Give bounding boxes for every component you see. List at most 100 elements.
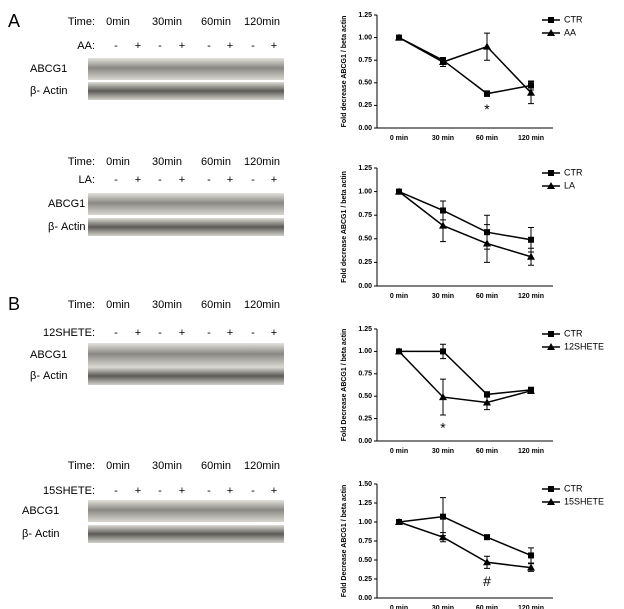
treatment-sign: - — [251, 327, 255, 339]
treatment-sign: - — [251, 485, 255, 497]
series-line — [398, 515, 532, 557]
treatment-sign: - — [207, 40, 211, 52]
y-tick-label: 0.75 — [358, 538, 372, 545]
treatment-sign: - — [207, 485, 211, 497]
x-tick-label: 60 min — [476, 448, 498, 455]
series-line — [398, 190, 532, 241]
y-tick-label: 0.50 — [358, 393, 372, 400]
time-point: 30min — [152, 16, 182, 28]
treatment-sign: - — [158, 40, 162, 52]
treatment-sign: + — [135, 485, 141, 497]
blot-row-label: ABCG1 — [22, 505, 59, 517]
marker — [483, 42, 491, 50]
x-tick-label: 0 min — [390, 135, 408, 142]
treatment-label: 12SHETE: — [43, 327, 95, 339]
treatment-sign: - — [158, 174, 162, 186]
time-point: 60min — [201, 156, 231, 168]
y-tick-label: 0.00 — [358, 283, 372, 290]
marker — [527, 252, 535, 260]
treatment-sign: + — [271, 40, 277, 52]
y-tick-label: 0.00 — [358, 125, 372, 132]
time-point: 120min — [244, 156, 280, 168]
blot-band — [88, 58, 284, 80]
x-tick-label: 120 min — [518, 448, 544, 455]
legend-marker — [548, 486, 554, 492]
time-label: Time: — [68, 16, 95, 28]
legend-label: 15SHETE — [564, 496, 604, 506]
x-tick-label: 60 min — [476, 605, 498, 609]
series-line — [398, 521, 532, 569]
time-label: Time: — [68, 460, 95, 472]
time-point: 30min — [152, 460, 182, 472]
y-tick-label: 1.00 — [358, 348, 372, 355]
blot-band — [88, 193, 284, 215]
y-tick-label: 0.25 — [358, 415, 372, 422]
time-point: 30min — [152, 299, 182, 311]
y-tick-label: 1.50 — [358, 481, 372, 488]
treatment-sign: + — [271, 174, 277, 186]
time-point: 0min — [106, 460, 130, 472]
legend-marker — [547, 182, 555, 189]
treatment-sign: + — [227, 485, 233, 497]
treatment-sign: + — [227, 40, 233, 52]
time-point: 120min — [244, 460, 280, 472]
x-tick-label: 60 min — [476, 135, 498, 142]
y-tick-label: 0.25 — [358, 576, 372, 583]
legend-label: AA — [564, 27, 576, 37]
legend-label: CTR — [564, 328, 583, 338]
y-tick-label: 0.75 — [358, 57, 372, 64]
treatment-sign: - — [251, 40, 255, 52]
legend-marker — [548, 170, 554, 176]
treatment-label: LA: — [78, 174, 95, 186]
x-tick-label: 30 min — [432, 135, 454, 142]
treatment-sign: - — [114, 40, 118, 52]
time-point: 60min — [201, 460, 231, 472]
marker — [440, 348, 446, 355]
series-line — [399, 350, 532, 396]
y-tick-label: 1.25 — [358, 500, 372, 507]
treatment-sign: + — [179, 485, 185, 497]
legend-label: CTR — [564, 167, 583, 177]
marker — [395, 347, 403, 355]
marker — [484, 391, 490, 398]
time-point: 120min — [244, 299, 280, 311]
treatment-sign: - — [114, 485, 118, 497]
treatment-sign: + — [179, 327, 185, 339]
treatment-sign: + — [227, 327, 233, 339]
x-tick-label: 30 min — [432, 448, 454, 455]
panel-label: A — [8, 11, 20, 31]
treatment-sign: + — [179, 174, 185, 186]
marker — [439, 221, 447, 229]
treatment-sign: + — [135, 40, 141, 52]
marker — [439, 393, 447, 401]
time-label: Time: — [68, 156, 95, 168]
legend-label: LA — [564, 180, 575, 190]
y-axis-label: Fold decrease ABCG1 / beta actin — [341, 171, 348, 283]
y-tick-label: 1.25 — [358, 326, 372, 333]
time-point: 0min — [106, 156, 130, 168]
treatment-sign: + — [135, 174, 141, 186]
y-tick-label: 0.00 — [358, 438, 372, 445]
blot-row-label: ABCG1 — [48, 198, 85, 210]
blot-band — [88, 82, 284, 100]
blot-band — [88, 525, 284, 543]
treatment-sign: + — [271, 485, 277, 497]
blot-row-label: β- Actin — [22, 528, 60, 540]
y-tick-label: 1.25 — [358, 12, 372, 19]
blot-band — [88, 218, 284, 236]
y-tick-label: 0.75 — [358, 371, 372, 378]
y-tick-label: 1.00 — [358, 34, 372, 41]
y-tick-label: 1.00 — [358, 188, 372, 195]
y-tick-label: 0.50 — [358, 557, 372, 564]
series-line — [398, 36, 532, 94]
marker — [483, 558, 491, 566]
y-tick-label: 0.25 — [358, 259, 372, 266]
legend-marker — [548, 331, 554, 337]
marker — [395, 33, 403, 41]
annotation: # — [483, 573, 491, 589]
marker — [439, 533, 447, 541]
x-tick-label: 0 min — [390, 448, 408, 455]
y-tick-label: 1.00 — [358, 519, 372, 526]
y-tick-label: 0.50 — [358, 236, 372, 243]
